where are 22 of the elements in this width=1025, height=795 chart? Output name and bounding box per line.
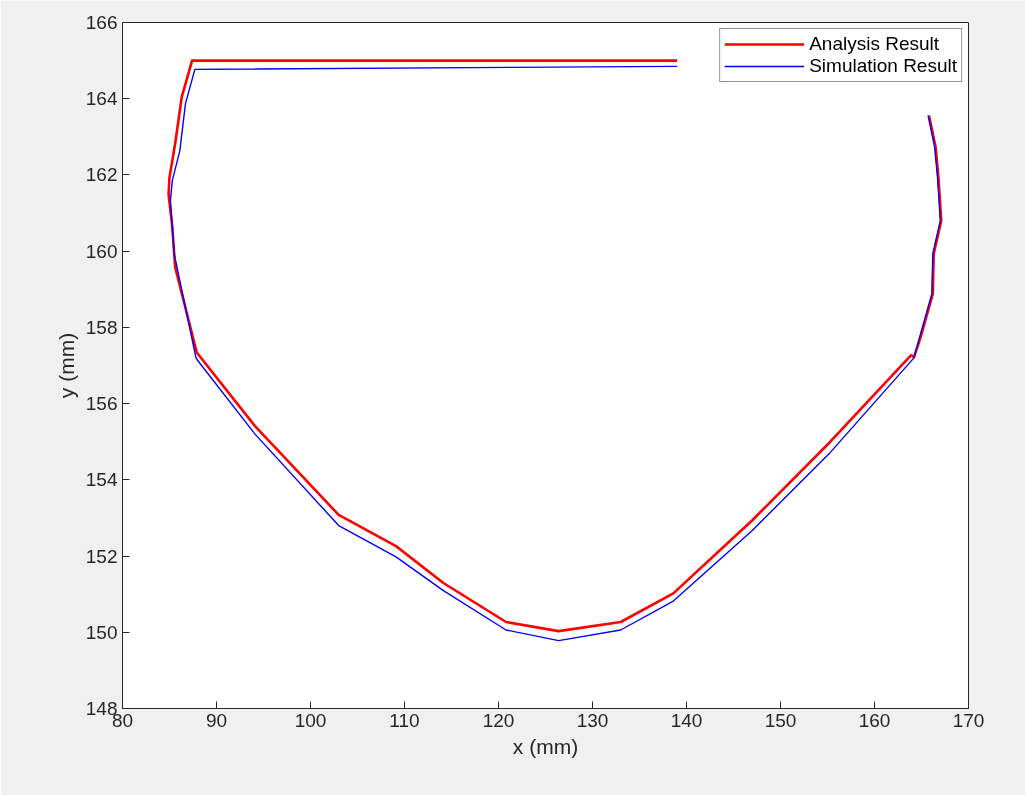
y-tick-label: 160	[85, 240, 118, 262]
x-tick-label: 120	[482, 709, 515, 731]
x-tick-label: 150	[764, 709, 797, 731]
x-tick-label: 100	[294, 709, 327, 731]
legend-label: Simulation Result	[809, 55, 957, 77]
x-tick-label: 170	[952, 709, 985, 731]
x-axis-title: x (mm)	[512, 734, 579, 758]
y-tick-label: 164	[85, 88, 118, 110]
y-tick-label: 150	[85, 621, 118, 643]
y-tick-label: 166	[85, 12, 118, 33]
x-tick-label: 140	[670, 709, 703, 731]
y-tick-label: 152	[85, 545, 118, 567]
legend-label: Analysis Result	[809, 33, 940, 55]
y-tick-label: 154	[85, 469, 118, 491]
x-tick-label: 130	[576, 709, 609, 731]
x-tick-label: 160	[858, 709, 891, 731]
x-tick-label: 90	[205, 709, 228, 731]
x-tick-label: 110	[389, 709, 420, 731]
y-axis-title: y (mm)	[54, 332, 78, 399]
y-tick-label: 162	[85, 164, 118, 186]
y-tick-label: 158	[85, 316, 118, 338]
y-tick-label: 156	[85, 393, 118, 415]
